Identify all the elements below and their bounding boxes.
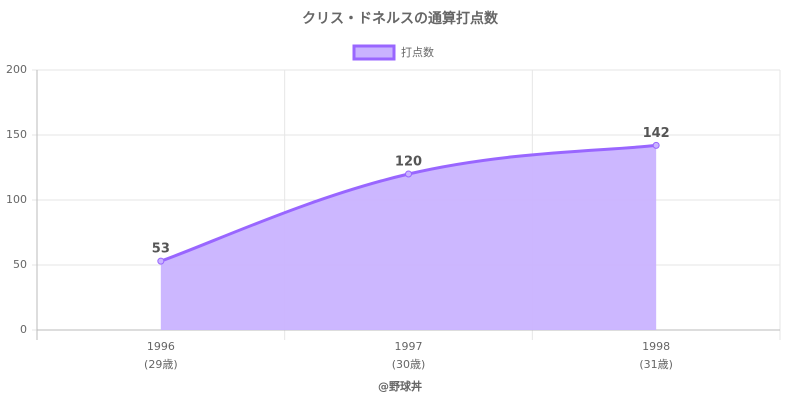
legend-label: 打点数 bbox=[401, 45, 434, 59]
y-tick-label: 50 bbox=[13, 258, 27, 271]
x-tick-label: (29歳) bbox=[144, 358, 178, 371]
y-tick-label: 200 bbox=[6, 63, 27, 76]
value-label: 120 bbox=[395, 155, 422, 170]
point bbox=[405, 170, 412, 178]
x-axis-label: @野球丼 bbox=[378, 379, 422, 393]
point bbox=[157, 257, 165, 265]
x-tick-label: 1997 bbox=[395, 340, 423, 353]
x-tick-label: (31歳) bbox=[639, 358, 673, 371]
y-tick-label: 100 bbox=[6, 193, 27, 206]
x-tick-label: 1996 bbox=[147, 340, 175, 353]
value-label: 142 bbox=[643, 126, 670, 141]
x-tick-label: (30歳) bbox=[392, 358, 426, 371]
legend-swatch bbox=[352, 44, 396, 61]
point bbox=[652, 141, 660, 149]
value-label: 53 bbox=[152, 242, 170, 257]
x-tick-label: 1998 bbox=[642, 340, 670, 353]
area bbox=[160, 145, 657, 330]
y-tick-label: 0 bbox=[20, 323, 27, 336]
y-tick-label: 150 bbox=[6, 128, 27, 141]
chart-title: クリス・ドネルスの通算打点数 bbox=[302, 10, 499, 27]
